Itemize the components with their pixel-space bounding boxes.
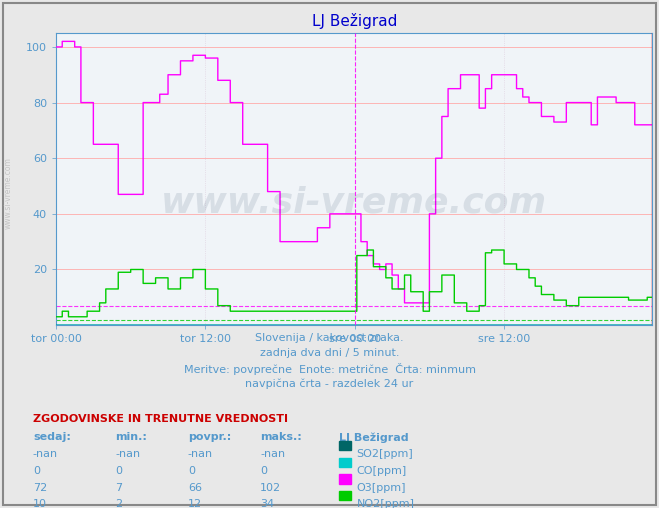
- Text: 0: 0: [188, 466, 195, 476]
- Text: 72: 72: [33, 483, 47, 493]
- Text: 2: 2: [115, 499, 123, 508]
- Text: 34: 34: [260, 499, 274, 508]
- Text: Slovenija / kakovost zraka.: Slovenija / kakovost zraka.: [255, 333, 404, 343]
- Text: O3[ppm]: O3[ppm]: [357, 483, 406, 493]
- Text: -nan: -nan: [188, 449, 213, 459]
- Text: zadnja dva dni / 5 minut.: zadnja dva dni / 5 minut.: [260, 348, 399, 358]
- Text: 102: 102: [260, 483, 281, 493]
- Text: www.si-vreme.com: www.si-vreme.com: [4, 157, 13, 229]
- Text: -nan: -nan: [260, 449, 285, 459]
- Text: 66: 66: [188, 483, 202, 493]
- Text: NO2[ppm]: NO2[ppm]: [357, 499, 415, 508]
- Text: SO2[ppm]: SO2[ppm]: [357, 449, 413, 459]
- Text: 0: 0: [260, 466, 268, 476]
- Text: min.:: min.:: [115, 432, 147, 442]
- Text: www.si-vreme.com: www.si-vreme.com: [161, 185, 547, 219]
- Text: 0: 0: [33, 466, 40, 476]
- Text: maks.:: maks.:: [260, 432, 302, 442]
- Text: -nan: -nan: [33, 449, 58, 459]
- Text: Meritve: povprečne  Enote: metrične  Črta: minmum: Meritve: povprečne Enote: metrične Črta:…: [183, 363, 476, 375]
- Text: 10: 10: [33, 499, 47, 508]
- Text: sedaj:: sedaj:: [33, 432, 71, 442]
- Text: ZGODOVINSKE IN TRENUTNE VREDNOSTI: ZGODOVINSKE IN TRENUTNE VREDNOSTI: [33, 414, 288, 424]
- Text: 7: 7: [115, 483, 123, 493]
- Text: povpr.:: povpr.:: [188, 432, 231, 442]
- Title: LJ Bežigrad: LJ Bežigrad: [312, 13, 397, 29]
- Text: -nan: -nan: [115, 449, 140, 459]
- Text: 12: 12: [188, 499, 202, 508]
- Text: 0: 0: [115, 466, 123, 476]
- Text: navpična črta - razdelek 24 ur: navpična črta - razdelek 24 ur: [245, 378, 414, 389]
- Text: LJ Bežigrad: LJ Bežigrad: [339, 432, 409, 443]
- Text: CO[ppm]: CO[ppm]: [357, 466, 407, 476]
